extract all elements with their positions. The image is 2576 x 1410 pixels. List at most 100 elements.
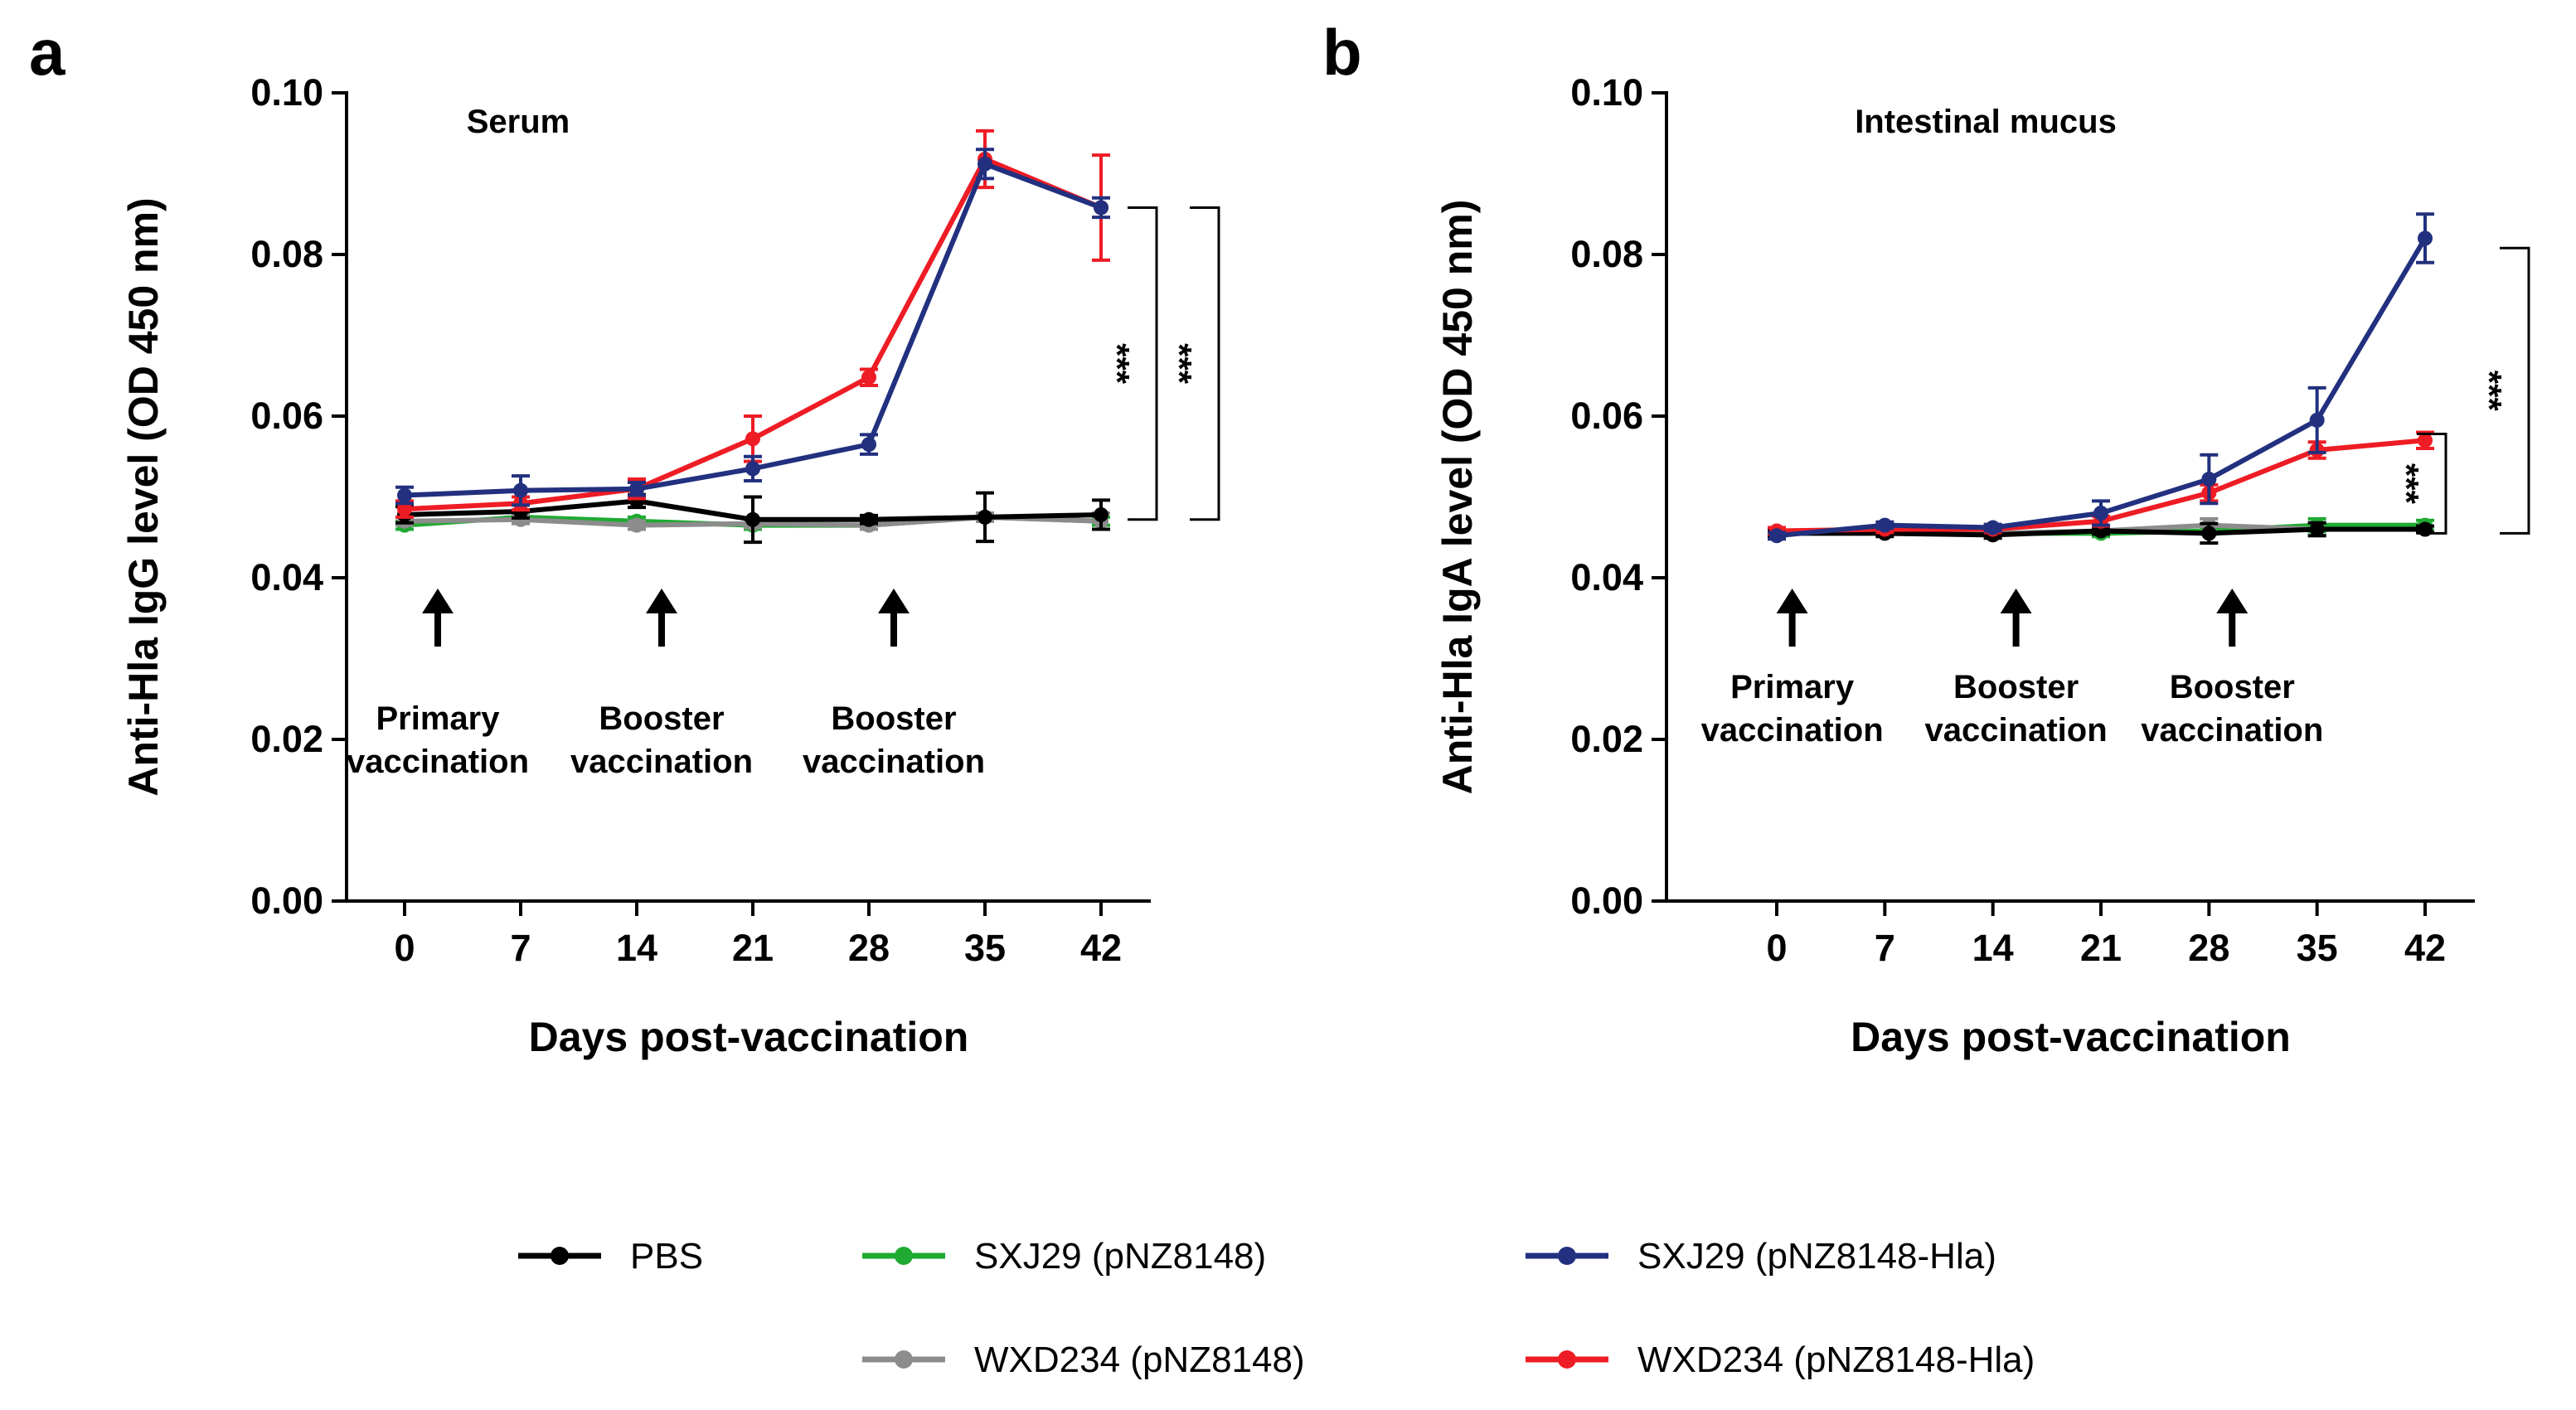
annotation-line: vaccination [570, 744, 753, 780]
bracket-line [2417, 432, 2447, 535]
data-point [2309, 412, 2325, 428]
annotation-line: Booster [1953, 669, 2079, 705]
panel-a: a Serum 0.00 0.02 0.04 0.06 0.08 0.10 0 7 14 21 28 35… [29, 16, 1220, 1060]
data-point [861, 437, 876, 453]
y-tick-label: 0.08 [250, 233, 323, 275]
legend-label: SXJ29 (pNZ8148) [974, 1236, 1266, 1277]
legend-item: PBS [518, 1236, 703, 1277]
legend-label: SXJ29 (pNZ8148-Hla) [1637, 1236, 1996, 1277]
arrow-head [878, 589, 910, 613]
significance-label: *** [2387, 463, 2426, 505]
legend-item: WXD234 (pNZ8148) [862, 1340, 1305, 1380]
significance-label: *** [1098, 343, 1137, 385]
vaccination-annotation: Booster vaccination [803, 700, 985, 780]
x-tick-label: 28 [848, 927, 890, 969]
up-arrow-icon [2000, 589, 2032, 647]
bracket-line [1128, 206, 1158, 521]
y-tick-label: 0.00 [250, 879, 323, 922]
legend-swatch-marker [1558, 1247, 1576, 1265]
data-point [397, 487, 412, 503]
data-point [1985, 520, 2001, 535]
panel-title: Intestinal mucus [1855, 104, 2117, 140]
x-tick-label: 42 [2404, 927, 2446, 969]
axes: 0.00 0.02 0.04 0.06 0.08 0.10 0 7 14 21 28 35 42 [250, 71, 1151, 969]
panel-label: a [29, 16, 65, 89]
data-point [2418, 230, 2433, 246]
data-point [861, 511, 876, 527]
legend-swatch-marker [895, 1247, 913, 1265]
x-tick-label: 0 [394, 927, 415, 969]
legend-swatch-marker [895, 1350, 913, 1369]
data-point [2201, 472, 2217, 487]
annotation-line: Primary [376, 700, 501, 737]
significance-label: *** [2470, 371, 2509, 412]
data-point [397, 501, 412, 517]
annotation-line: vaccination [1925, 712, 2108, 749]
data-point [2201, 526, 2217, 541]
y-tick-label: 0.04 [250, 556, 323, 598]
significance-label: *** [1160, 343, 1199, 385]
data-point [978, 156, 992, 172]
data-point [1094, 200, 1109, 216]
data-point [513, 482, 528, 498]
x-tick-label: 35 [964, 927, 1006, 969]
annotation-line: Booster [599, 700, 724, 737]
data-point [745, 431, 760, 447]
vaccination-annotation: Booster vaccination [2141, 669, 2323, 749]
annotation-line: vaccination [2141, 712, 2323, 749]
annotation-line: vaccination [1701, 712, 1884, 749]
legend-label: WXD234 (pNZ8148) [974, 1340, 1305, 1380]
series-sxj29-pnz8148-hla [1768, 212, 2434, 544]
series-line [1776, 236, 2428, 539]
up-arrow-icon [646, 589, 677, 647]
x-tick-label: 7 [1875, 927, 1895, 969]
y-tick-label: 0.00 [1570, 879, 1643, 922]
vaccination-annotation: Booster vaccination [570, 700, 753, 780]
legend-item: SXJ29 (pNZ8148-Hla) [1526, 1236, 1996, 1277]
y-tick-label: 0.06 [1570, 395, 1643, 437]
x-tick-label: 21 [732, 927, 774, 969]
annotation-line: vaccination [347, 744, 529, 780]
y-tick-label: 0.08 [1570, 233, 1643, 275]
y-tick-label: 0.10 [1570, 71, 1643, 114]
data-point [1877, 517, 1893, 533]
data-point [745, 511, 760, 527]
data-point [629, 517, 644, 533]
significance-bracket: *** [2470, 246, 2530, 535]
x-axis-label: Days post-vaccination [529, 1014, 969, 1060]
y-tick-label: 0.02 [1570, 718, 1643, 760]
vaccination-annotation: Booster vaccination [1925, 669, 2108, 749]
significance-bracket: *** [2387, 432, 2447, 535]
x-tick-label: 14 [616, 927, 657, 969]
vaccination-annotation: Primary vaccination [347, 700, 529, 780]
arrow-head [422, 589, 454, 613]
annotation-line: Booster [831, 700, 956, 737]
arrow-head [2000, 589, 2032, 613]
series-sxj29-pnz8148-hla [395, 148, 1110, 507]
data-point [629, 481, 644, 497]
bracket-line [1190, 206, 1220, 521]
arrow-head [1776, 589, 1808, 613]
significance-bracket: *** [1098, 206, 1158, 521]
legend: PBS SXJ29 (pNZ8148) SXJ29 (pNZ8148-Hla) WXD… [518, 1236, 2035, 1380]
y-tick-label: 0.02 [250, 718, 323, 760]
y-tick-label: 0.10 [250, 71, 323, 114]
data-point [1094, 506, 1109, 522]
arrow-head [646, 589, 677, 613]
up-arrow-icon [422, 589, 454, 647]
up-arrow-icon [1776, 589, 1808, 647]
y-axis-label: Anti-Hla IgA level (OD 450 nm) [1434, 200, 1481, 795]
x-tick-label: 28 [2188, 927, 2229, 969]
legend-label: PBS [630, 1236, 703, 1277]
legend-item: WXD234 (pNZ8148-Hla) [1526, 1340, 2035, 1380]
legend-label: WXD234 (pNZ8148-Hla) [1637, 1340, 2035, 1380]
panel-title: Serum [467, 104, 570, 140]
legend-swatch-marker [551, 1247, 569, 1265]
legend-item: SXJ29 (pNZ8148) [862, 1236, 1266, 1277]
x-axis-label: Days post-vaccination [1851, 1014, 2291, 1060]
x-tick-label: 14 [1972, 927, 2014, 969]
y-axis-label: Anti-Hla IgG level (OD 450 nm) [120, 197, 167, 796]
x-tick-label: 0 [1766, 927, 1787, 969]
x-tick-label: 7 [510, 927, 531, 969]
